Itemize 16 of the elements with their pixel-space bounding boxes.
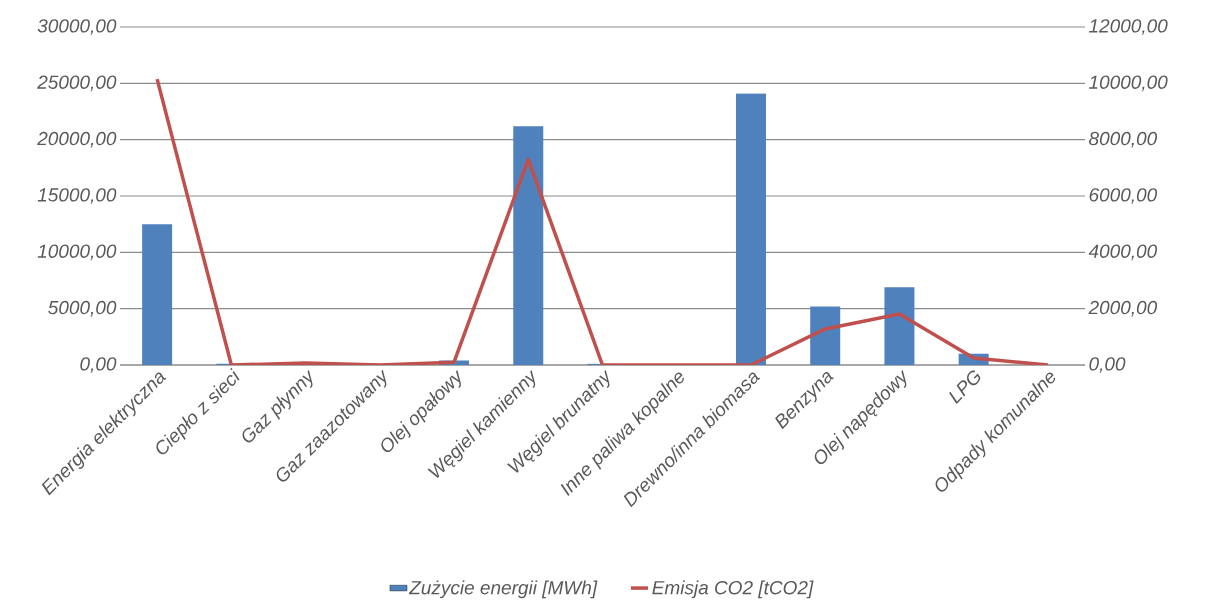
y2-tick-label: 10000,00 <box>1089 75 1168 92</box>
y2-tick-label: 8000,00 <box>1089 131 1158 148</box>
y-tick-label: 5000,00 <box>48 300 117 317</box>
y-tick-label: 15000,00 <box>37 188 117 204</box>
y-tick-label: 10000,00 <box>37 244 117 261</box>
y2-tick-label: 12000,00 <box>1089 19 1168 35</box>
y2-tick-label: 0,00 <box>1089 357 1126 373</box>
y-tick-label: 0,00 <box>80 357 117 373</box>
y-tick-label: 25000,00 <box>37 75 117 92</box>
y-tick-label: 30000,00 <box>37 19 117 35</box>
y-tick-label: 20000,00 <box>37 131 117 148</box>
y2-tick-label: 2000,00 <box>1088 300 1158 317</box>
legend-label: Emisja CO2 [tCO2] <box>652 580 814 599</box>
y2-tick-label: 6000,00 <box>1089 188 1158 204</box>
y2-tick-label: 4000,00 <box>1088 244 1158 261</box>
legend-label: Zużycie energii [MWh] <box>408 580 598 599</box>
